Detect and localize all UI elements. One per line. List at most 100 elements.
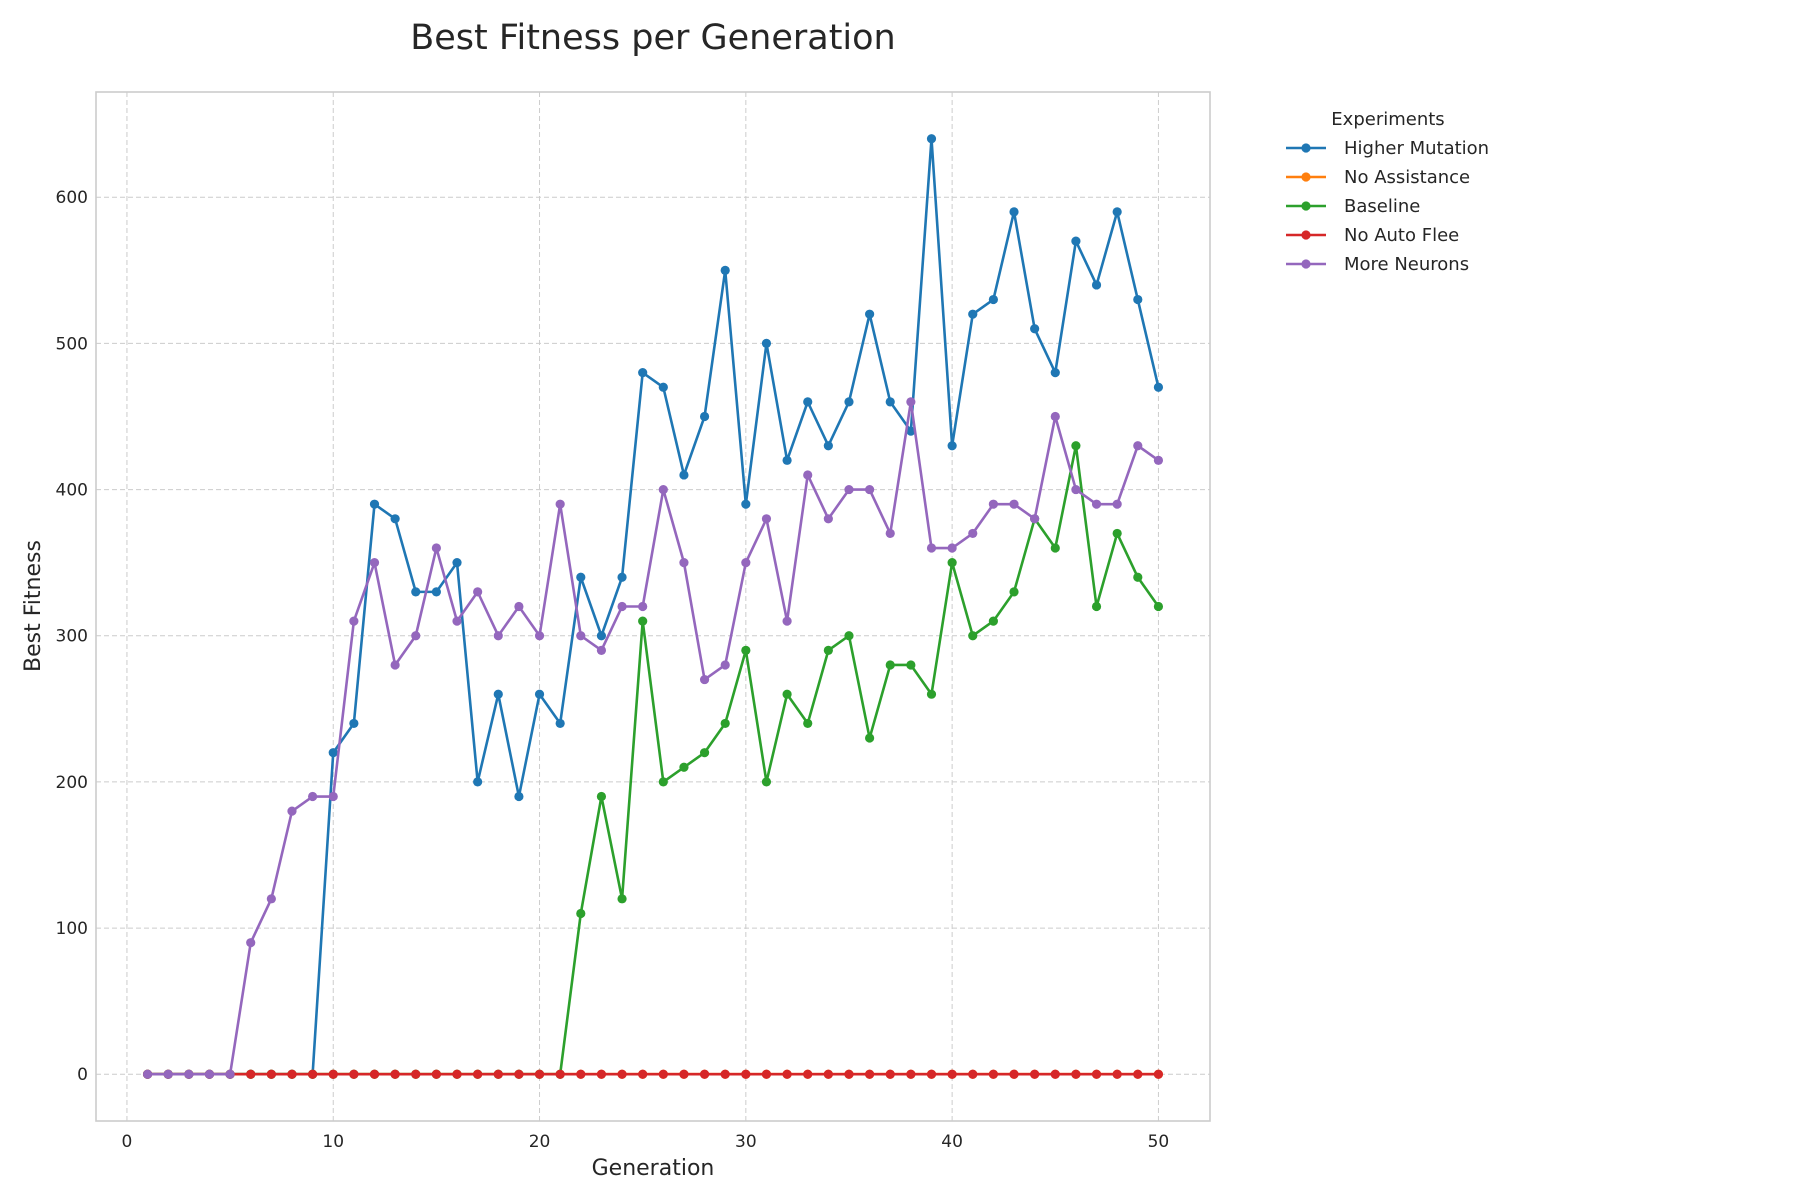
legend-item-higher-mutation: Higher Mutation — [1286, 138, 1489, 159]
data-point-no-auto-flee — [1050, 1069, 1060, 1079]
data-point-no-auto-flee — [1112, 1069, 1122, 1079]
data-point-no-auto-flee — [761, 1069, 772, 1079]
data-point-higher-mutation — [1153, 382, 1164, 392]
data-point-more-neurons — [1091, 499, 1102, 509]
data-point-no-auto-flee — [287, 1069, 297, 1079]
data-point-higher-mutation — [349, 718, 359, 729]
data-point-no-auto-flee — [431, 1069, 441, 1079]
data-point-higher-mutation — [844, 397, 854, 407]
y-tick-label: 400 — [56, 481, 88, 501]
data-point-baseline — [1050, 543, 1060, 553]
chart-title: Best Fitness per Generation — [410, 18, 896, 58]
data-point-no-auto-flee — [473, 1069, 483, 1079]
data-point-more-neurons — [1009, 499, 1019, 509]
y-tick-label: 500 — [56, 334, 88, 354]
data-point-no-auto-flee — [865, 1069, 875, 1079]
data-point-baseline — [1112, 528, 1122, 539]
series-layer — [142, 134, 1164, 1079]
data-point-baseline — [596, 791, 607, 802]
data-point-higher-mutation — [473, 777, 483, 787]
data-point-baseline — [823, 645, 833, 655]
legend-item-no-assistance: No Assistance — [1286, 167, 1470, 188]
data-point-baseline — [1133, 572, 1143, 582]
data-point-more-neurons — [658, 484, 668, 495]
data-point-no-auto-flee — [720, 1069, 730, 1079]
data-point-more-neurons — [225, 1069, 235, 1079]
data-point-no-auto-flee — [493, 1069, 503, 1079]
data-point-higher-mutation — [761, 338, 772, 349]
data-point-baseline — [699, 748, 710, 758]
data-point-no-auto-flee — [576, 1069, 586, 1079]
data-point-higher-mutation — [865, 309, 875, 319]
data-point-more-neurons — [988, 499, 998, 509]
y-tick-label: 0 — [77, 1065, 88, 1085]
data-point-no-auto-flee — [411, 1069, 421, 1079]
y-tick-label: 200 — [56, 773, 88, 793]
data-point-higher-mutation — [328, 748, 338, 758]
data-point-higher-mutation — [679, 470, 689, 480]
data-point-higher-mutation — [988, 294, 998, 305]
series-no-auto-flee — [142, 1069, 1164, 1079]
data-point-baseline — [638, 616, 648, 626]
data-point-no-auto-flee — [844, 1069, 854, 1079]
data-point-baseline — [885, 660, 895, 670]
data-point-higher-mutation — [555, 718, 565, 729]
y-axis-label: Best Fitness — [21, 540, 46, 672]
data-point-higher-mutation — [1009, 207, 1019, 217]
data-point-no-auto-flee — [328, 1069, 338, 1079]
data-point-higher-mutation — [534, 689, 545, 699]
data-point-no-auto-flee — [246, 1069, 256, 1079]
data-point-more-neurons — [968, 528, 978, 539]
series-baseline — [142, 441, 1164, 1079]
data-point-no-auto-flee — [699, 1069, 710, 1079]
data-point-more-neurons — [617, 601, 627, 612]
data-point-higher-mutation — [390, 514, 400, 524]
data-point-higher-mutation — [493, 689, 503, 699]
data-point-no-auto-flee — [390, 1069, 400, 1079]
data-point-no-auto-flee — [369, 1069, 380, 1079]
data-point-no-auto-flee — [638, 1069, 648, 1079]
data-point-more-neurons — [782, 616, 792, 626]
grid — [96, 92, 1210, 1121]
data-point-higher-mutation — [803, 397, 813, 407]
data-point-baseline — [926, 689, 937, 699]
data-point-more-neurons — [390, 660, 400, 670]
data-point-more-neurons — [452, 616, 462, 626]
x-tick-label: 30 — [735, 1132, 757, 1152]
data-point-higher-mutation — [431, 587, 441, 597]
data-point-more-neurons — [431, 543, 441, 553]
data-point-higher-mutation — [617, 572, 627, 582]
data-point-more-neurons — [142, 1069, 153, 1079]
plot-frame — [95, 91, 1211, 1122]
data-point-more-neurons — [947, 543, 957, 553]
data-point-higher-mutation — [906, 426, 916, 436]
data-point-higher-mutation — [1133, 294, 1143, 305]
data-point-no-auto-flee — [1009, 1069, 1019, 1079]
data-point-more-neurons — [1133, 441, 1143, 451]
data-point-no-auto-flee — [1153, 1069, 1164, 1079]
data-point-more-neurons — [369, 558, 380, 568]
data-point-higher-mutation — [926, 134, 937, 144]
y-tick-label: 100 — [56, 919, 88, 939]
data-point-baseline — [968, 631, 978, 641]
data-point-baseline — [947, 558, 957, 568]
data-point-no-auto-flee — [534, 1069, 545, 1079]
data-point-more-neurons — [926, 543, 937, 553]
data-point-more-neurons — [555, 499, 565, 509]
data-point-baseline — [803, 718, 813, 729]
data-point-more-neurons — [493, 631, 503, 641]
legend-item-baseline: Baseline — [1286, 196, 1420, 217]
series-line-higher-mutation — [147, 137, 1160, 1076]
data-point-higher-mutation — [823, 441, 833, 451]
data-point-more-neurons — [1050, 411, 1060, 422]
data-point-more-neurons — [906, 397, 916, 407]
data-point-more-neurons — [699, 674, 710, 685]
data-point-more-neurons — [823, 514, 833, 524]
legend-marker-baseline — [1301, 201, 1311, 211]
legend-label-no-assistance: No Assistance — [1344, 167, 1470, 188]
data-point-more-neurons — [803, 470, 813, 480]
data-point-no-auto-flee — [782, 1069, 792, 1079]
data-point-no-auto-flee — [988, 1069, 998, 1079]
data-point-higher-mutation — [411, 587, 421, 597]
